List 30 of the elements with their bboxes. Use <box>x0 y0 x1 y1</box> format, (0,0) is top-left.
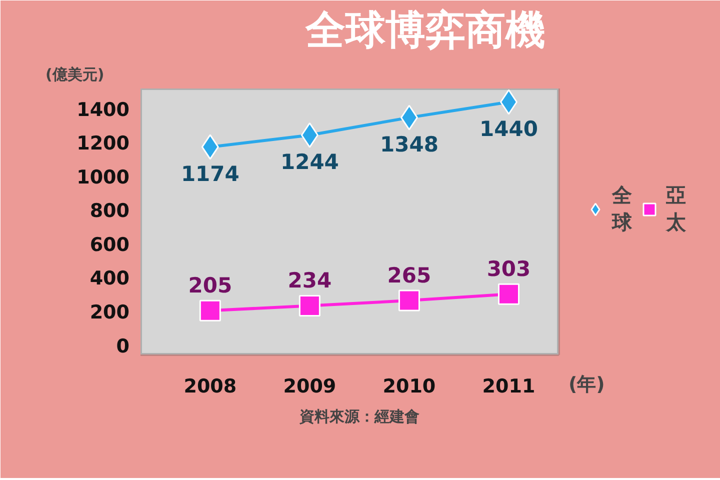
annotation: 資料來源：經建會 <box>298 408 420 426</box>
legend-label: 亞太 <box>666 182 686 236</box>
x-tick-label: 2008 <box>184 376 237 398</box>
point <box>398 290 420 312</box>
chart-title: 全球博弈商機 <box>304 8 546 54</box>
data-label: 1440 <box>480 117 538 142</box>
x-tick-label: 2011 <box>482 376 536 398</box>
data-label: 234 <box>288 268 332 293</box>
x-tick-label: 2010 <box>382 376 436 398</box>
y-tick-label: 600 <box>90 234 130 256</box>
legend-label: 全球 <box>612 182 632 236</box>
point <box>199 300 221 322</box>
x-axis-title: (年) <box>568 374 605 396</box>
point <box>498 283 520 305</box>
y-tick-label: 1000 <box>76 166 130 188</box>
y-tick-label: 800 <box>90 200 130 222</box>
y-tick-label: 0 <box>116 335 130 358</box>
y-tick-label: 1400 <box>76 98 130 121</box>
y-tick-label: 200 <box>90 301 130 324</box>
data-label: 303 <box>486 257 531 282</box>
y-tick-label: 1200 <box>76 132 130 155</box>
y-axis-title: (億美元) <box>46 66 104 84</box>
data-label: 1244 <box>280 150 339 174</box>
data-label: 265 <box>387 264 432 288</box>
data-label: 1348 <box>380 132 438 157</box>
y-tick-label: 400 <box>90 268 130 290</box>
x-tick-label: 2009 <box>283 376 336 398</box>
data-label: 205 <box>188 274 232 298</box>
point <box>298 294 320 316</box>
data-label: 1174 <box>180 162 240 186</box>
